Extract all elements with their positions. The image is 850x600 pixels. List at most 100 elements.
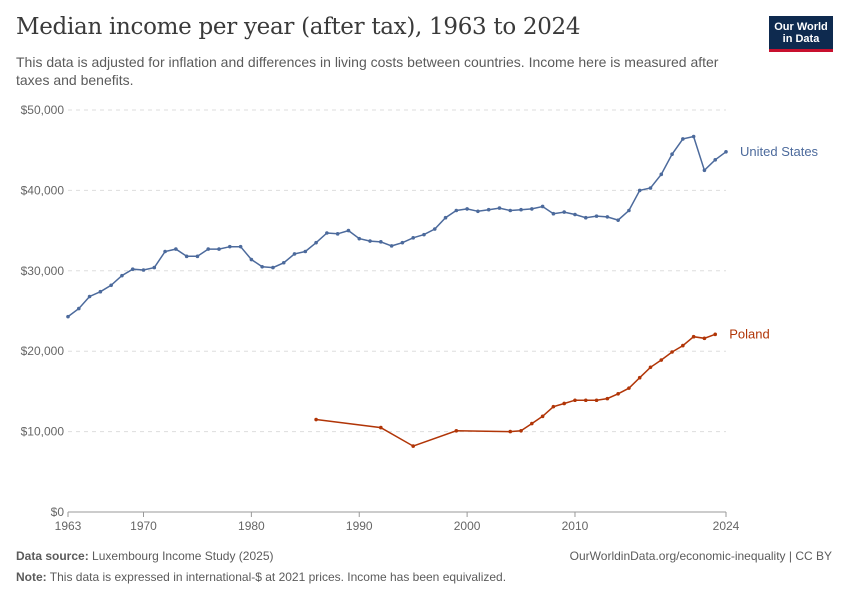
series-line-poland — [316, 333, 716, 447]
data-point — [605, 215, 610, 219]
data-point — [486, 207, 491, 212]
data-point — [335, 232, 340, 236]
data-point — [627, 386, 631, 390]
y-tick-label: $50,000 — [21, 103, 65, 117]
data-point — [562, 401, 566, 406]
data-point — [281, 260, 286, 265]
data-point — [130, 267, 135, 271]
data-point — [228, 244, 232, 249]
data-point — [260, 264, 264, 269]
data-point — [605, 396, 610, 401]
data-point — [411, 444, 415, 448]
x-tick-label: 1970 — [130, 519, 157, 533]
y-tick-label: $0 — [51, 505, 65, 519]
data-point — [530, 421, 534, 426]
data-point — [681, 137, 685, 141]
owid-logo[interactable]: Our World in Data — [769, 16, 833, 52]
y-tick-label: $20,000 — [21, 344, 65, 358]
data-point — [540, 204, 545, 209]
x-tick-label: 2000 — [454, 519, 481, 533]
x-tick-label: 2024 — [713, 519, 740, 533]
data-point — [681, 343, 685, 348]
data-point — [659, 358, 664, 362]
data-point — [659, 172, 664, 177]
chart-note: Note: This data is expressed in internat… — [16, 570, 506, 584]
source-text[interactable]: Luxembourg Income Study (2025) — [92, 549, 274, 563]
data-point — [594, 398, 599, 403]
note-text: This data is expressed in international-… — [49, 570, 507, 584]
x-tick-label: 1963 — [55, 519, 82, 533]
note-label: Note: — [16, 570, 47, 584]
data-point — [702, 168, 707, 173]
data-point — [670, 350, 674, 354]
data-point — [454, 428, 459, 433]
data-point — [530, 207, 534, 211]
data-point — [141, 268, 146, 272]
data-point — [508, 208, 513, 213]
data-point — [109, 283, 113, 288]
data-point — [325, 231, 329, 235]
data-point — [519, 207, 523, 212]
logo-line-1: Our World — [774, 21, 828, 33]
data-point — [637, 375, 642, 380]
owid-link[interactable]: OurWorldinData.org/economic-inequality |… — [569, 549, 832, 563]
data-point — [76, 306, 81, 311]
data-point — [411, 236, 415, 240]
data-point — [368, 239, 372, 243]
data-point — [238, 244, 243, 249]
data-point — [540, 414, 545, 419]
data-point — [217, 247, 221, 251]
data-point — [637, 188, 642, 193]
data-point — [670, 152, 674, 157]
data-point — [206, 247, 211, 251]
data-point — [292, 252, 297, 256]
data-point — [152, 265, 157, 270]
data-point — [583, 398, 588, 403]
data-point — [163, 249, 167, 254]
data-point — [432, 227, 437, 231]
x-tick-label: 1980 — [238, 519, 265, 533]
data-point — [271, 265, 275, 270]
data-point — [66, 314, 70, 319]
chart-title: Median income per year (after tax), 1963… — [16, 14, 581, 40]
source-label: Data source: — [16, 549, 89, 563]
data-point — [314, 417, 318, 422]
data-point — [379, 425, 383, 430]
data-point — [195, 254, 200, 259]
series-label: United States — [740, 144, 819, 159]
data-point — [98, 289, 103, 294]
data-point — [389, 244, 394, 248]
data-point — [627, 208, 631, 213]
y-tick-label: $10,000 — [21, 425, 65, 439]
logo-line-2: in Data — [782, 33, 820, 45]
data-point — [87, 294, 92, 299]
data-point — [314, 240, 318, 245]
data-point — [174, 247, 178, 251]
data-point — [443, 215, 448, 220]
data-point — [691, 334, 696, 339]
data-point — [648, 186, 653, 190]
data-point — [497, 206, 502, 210]
data-point — [713, 158, 718, 162]
data-point — [573, 398, 577, 403]
data-point — [120, 273, 124, 278]
data-point — [357, 236, 362, 241]
data-point — [713, 332, 718, 337]
series-line-united-states — [67, 135, 727, 318]
data-point — [454, 208, 459, 213]
data-source: Data source: Luxembourg Income Study (20… — [16, 549, 273, 563]
data-point — [508, 429, 513, 434]
data-point — [551, 404, 556, 409]
data-point — [346, 228, 351, 233]
chart-subtitle: This data is adjusted for inflation and … — [16, 54, 719, 88]
data-point — [573, 212, 577, 217]
data-point — [691, 134, 696, 139]
data-point — [519, 428, 523, 433]
data-point — [379, 240, 383, 244]
data-point — [724, 150, 728, 154]
data-point — [594, 214, 599, 218]
data-point — [551, 211, 556, 216]
data-point — [422, 232, 426, 237]
data-point — [184, 254, 189, 259]
